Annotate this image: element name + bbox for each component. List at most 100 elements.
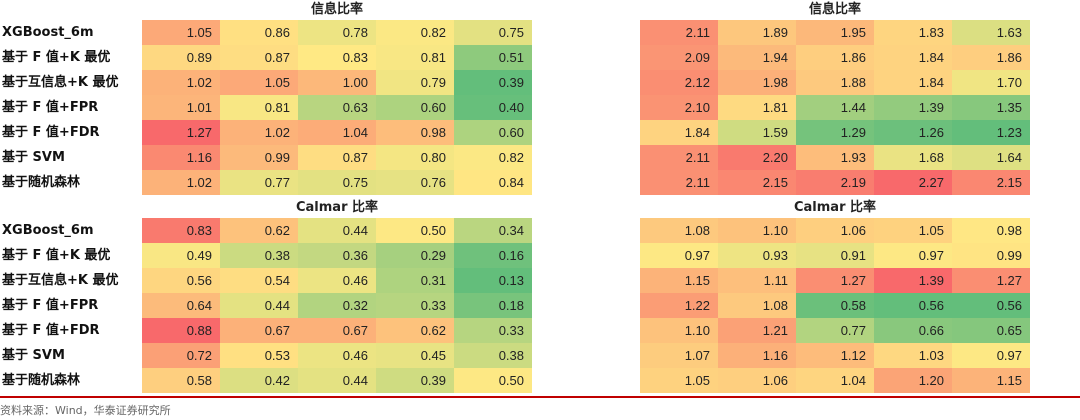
heatmap-cell: 2.09: [640, 45, 718, 70]
heatmap-cell: 0.81: [376, 45, 454, 70]
table-row: 2.11 1.89 1.95 1.83 1.63: [640, 20, 1030, 45]
heatmap-cell: 0.49: [142, 243, 220, 268]
heatmap-cell: 1.20: [874, 368, 952, 393]
footer-divider: [0, 396, 1080, 398]
heatmap-cell: 1.84: [640, 120, 718, 145]
heatmap-cell: 1.89: [718, 20, 796, 45]
heatmap-cell: 0.82: [454, 145, 532, 170]
row-label: XGBoost_6m: [2, 223, 94, 238]
row-label: 基于 F 值+K 最优: [2, 50, 111, 65]
table-row: 2.11 2.15 2.19 2.27 2.15: [640, 170, 1030, 195]
heatmap-cell: 0.65: [952, 318, 1030, 343]
heatmap-cell: 0.50: [376, 218, 454, 243]
table-row: XGBoost_6m 0.83 0.62 0.44 0.50 0.34: [0, 218, 532, 243]
heatmap-cell: 1.21: [718, 318, 796, 343]
heatmap-cell: 0.53: [220, 343, 298, 368]
heatmap-cell: 1.04: [298, 120, 376, 145]
table-row: 基于互信息+K 最优 0.56 0.54 0.46 0.31 0.13: [0, 268, 532, 293]
table-row: 1.05 1.06 1.04 1.20 1.15: [640, 368, 1030, 393]
heatmap-cell: 2.11: [640, 170, 718, 195]
heatmap-cell: 1.05: [640, 368, 718, 393]
row-label: 基于 F 值+FDR: [2, 323, 100, 338]
heatmap-cell: 1.86: [952, 45, 1030, 70]
heatmap-cell: 1.11: [718, 268, 796, 293]
heatmap-cell: 0.67: [298, 318, 376, 343]
table-row: 1.10 1.21 0.77 0.66 0.65: [640, 318, 1030, 343]
heatmap-cell: 0.42: [220, 368, 298, 393]
heatmap-cell: 0.60: [454, 120, 532, 145]
heatmap-cell: 1.94: [718, 45, 796, 70]
heatmap-cell: 1.59: [718, 120, 796, 145]
heatmap-cell: 0.56: [952, 293, 1030, 318]
heatmap-cell: 1.02: [220, 120, 298, 145]
heatmap-cell: 0.83: [142, 218, 220, 243]
heatmap-cell: 0.34: [454, 218, 532, 243]
heatmap-cell: 0.84: [454, 170, 532, 195]
heatmap-cell: 1.10: [640, 318, 718, 343]
heatmap-cell: 1.16: [718, 343, 796, 368]
table-row: 基于 F 值+K 最优 0.89 0.87 0.83 0.81 0.51: [0, 45, 532, 70]
heatmap-cell: 1.22: [640, 293, 718, 318]
table-row: 0.97 0.93 0.91 0.97 0.99: [640, 243, 1030, 268]
heatmap-cell: 1.08: [640, 218, 718, 243]
heatmap-cell: 1.39: [874, 268, 952, 293]
heatmap-cell: 1.05: [874, 218, 952, 243]
table-row: 基于 F 值+FDR 1.27 1.02 1.04 0.98 0.60: [0, 120, 532, 145]
heatmap-cell: 0.45: [376, 343, 454, 368]
table-row: 1.08 1.10 1.06 1.05 0.98: [640, 218, 1030, 243]
heatmap-cell: 1.02: [142, 170, 220, 195]
row-label: 基于 F 值+FPR: [2, 100, 99, 115]
heatmap-cell: 2.27: [874, 170, 952, 195]
heatmap-cell: 0.75: [454, 20, 532, 45]
heatmap-cell: 1.05: [142, 20, 220, 45]
heatmap-cell: 0.51: [454, 45, 532, 70]
heatmap-cell: 1.12: [796, 343, 874, 368]
heatmap-cell: 0.93: [718, 243, 796, 268]
heatmap-cell: 1.10: [718, 218, 796, 243]
heatmap-cell: 1.64: [952, 145, 1030, 170]
row-label: 基于随机森林: [2, 175, 81, 190]
heatmap-cell: 2.11: [640, 20, 718, 45]
row-label: 基于互信息+K 最优: [2, 273, 119, 288]
heatmap-cell: 1.01: [142, 95, 220, 120]
heatmap-cell: 0.87: [298, 145, 376, 170]
heatmap-cell: 0.82: [376, 20, 454, 45]
heatmap-cell: 0.13: [454, 268, 532, 293]
table-row: 1.07 1.16 1.12 1.03 0.97: [640, 343, 1030, 368]
heatmap-cell: 0.38: [454, 343, 532, 368]
heatmap-cell: 2.19: [796, 170, 874, 195]
heatmap-cell: 0.33: [454, 318, 532, 343]
heatmap-cell: 0.97: [640, 243, 718, 268]
heatmap-cell: 0.44: [298, 368, 376, 393]
heatmap-cell: 1.05: [220, 70, 298, 95]
heatmap-cell: 0.76: [376, 170, 454, 195]
heatmap-cell: 1.06: [718, 368, 796, 393]
heatmap-cell: 0.38: [220, 243, 298, 268]
heatmap-cell: 0.56: [874, 293, 952, 318]
table-row: 基于 F 值+FDR 0.88 0.67 0.67 0.62 0.33: [0, 318, 532, 343]
heatmap-cell: 0.77: [220, 170, 298, 195]
heatmap-cell: 0.99: [952, 243, 1030, 268]
heatmap-cell: 1.00: [298, 70, 376, 95]
heatmap-cell: 1.29: [796, 120, 874, 145]
heatmap-cell: 0.89: [142, 45, 220, 70]
heatmap-cell: 0.64: [142, 293, 220, 318]
table-row: 基于随机森林 1.02 0.77 0.75 0.76 0.84: [0, 170, 532, 195]
heatmap-cell: 1.93: [796, 145, 874, 170]
heatmap-cell: 0.33: [376, 293, 454, 318]
table-row: 2.09 1.94 1.86 1.84 1.86: [640, 45, 1030, 70]
heatmap-cell: 0.36: [298, 243, 376, 268]
table-row: 1.15 1.11 1.27 1.39 1.27: [640, 268, 1030, 293]
table-row: 基于 F 值+K 最优 0.49 0.38 0.36 0.29 0.16: [0, 243, 532, 268]
panel-title: 信息比率: [808, 2, 861, 17]
heatmap-cell: 0.72: [142, 343, 220, 368]
heatmap-cell: 0.39: [454, 70, 532, 95]
heatmap-cell: 0.98: [952, 218, 1030, 243]
heatmap-cell: 0.29: [376, 243, 454, 268]
heatmap-cell: 1.03: [874, 343, 952, 368]
heatmap-cell: 0.66: [874, 318, 952, 343]
row-label: 基于 F 值+K 最优: [2, 248, 111, 263]
heatmap-cell: 0.78: [298, 20, 376, 45]
heatmap-cell: 1.23: [952, 120, 1030, 145]
table-row: 1.22 1.08 0.58 0.56 0.56: [640, 293, 1030, 318]
